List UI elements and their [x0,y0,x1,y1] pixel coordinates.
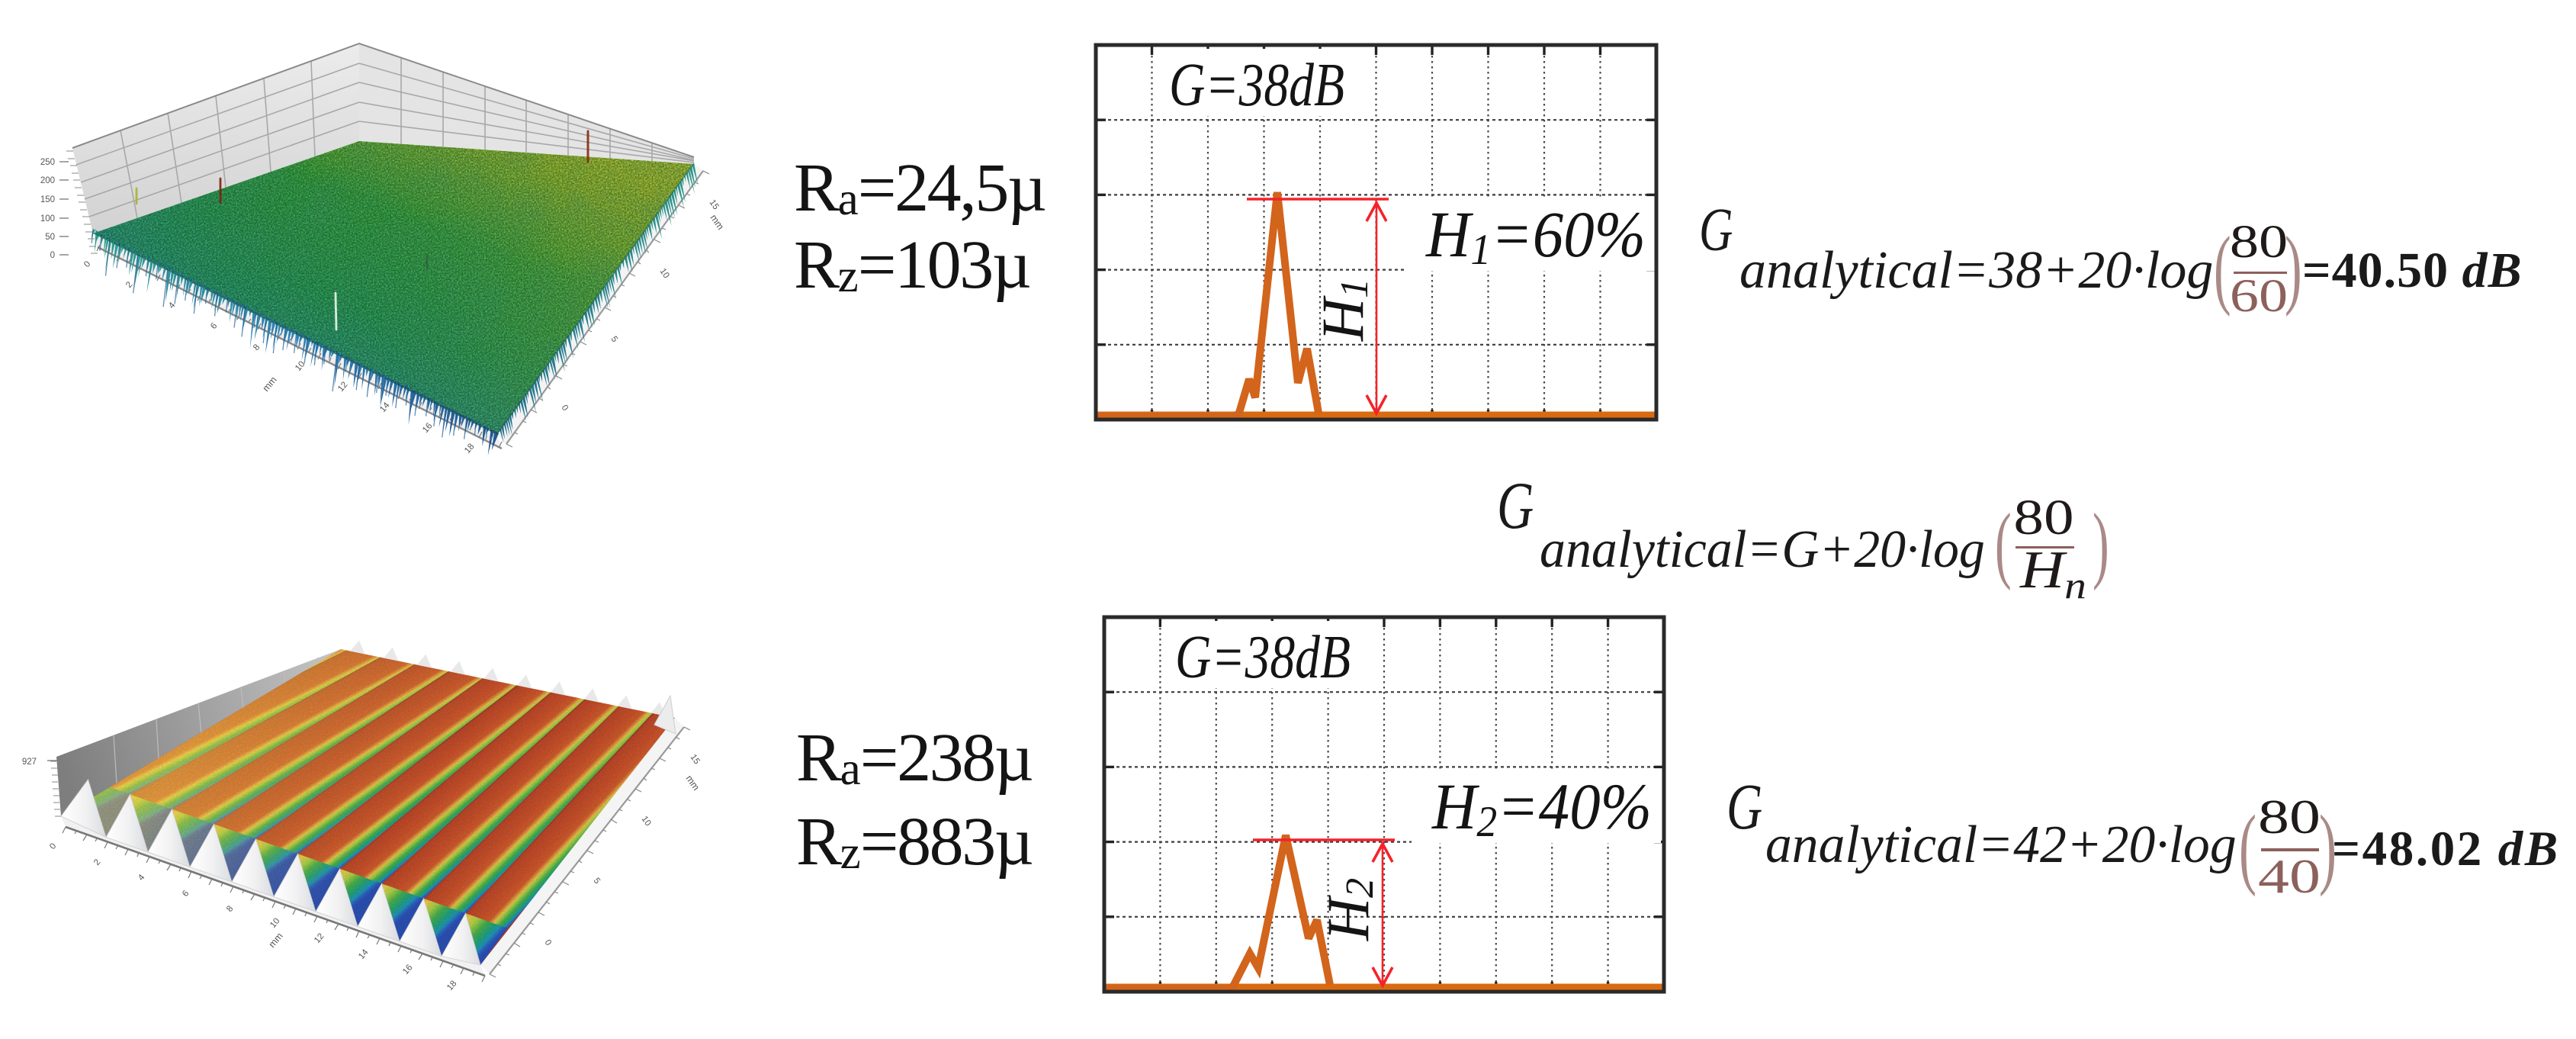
svg-text:10: 10 [658,267,671,280]
svg-text:8: 8 [252,343,262,352]
svg-text:4: 4 [167,301,178,310]
svg-text:2: 2 [92,857,102,867]
svg-text:18: 18 [463,442,476,455]
svg-text:H2=40%: H2=40% [1431,770,1652,846]
svg-text:18: 18 [445,979,458,992]
svg-text:mm: mm [708,213,726,232]
svg-text:14: 14 [357,947,371,961]
svg-text:G=38dB: G=38dB [1175,624,1351,691]
svg-text:5: 5 [592,877,602,886]
svg-text:0: 0 [560,404,570,413]
svg-text:0: 0 [543,938,554,947]
svg-text:H1=60%: H1=60% [1425,198,1646,274]
svg-text:8: 8 [225,904,235,914]
svg-text:4: 4 [137,873,147,883]
svg-text:100: 100 [40,214,55,224]
svg-text:0: 0 [50,251,55,260]
svg-text:mm: mm [267,931,285,950]
svg-text:50: 50 [45,233,55,242]
svg-text:15: 15 [689,753,702,766]
svg-text:15: 15 [708,198,721,211]
svg-text:2: 2 [124,280,134,290]
svg-text:6: 6 [209,321,219,331]
svg-text:250: 250 [40,158,55,167]
svg-text:5: 5 [609,335,620,344]
svg-text:6: 6 [181,889,191,899]
svg-text:G=38dB: G=38dB [1169,52,1344,119]
svg-text:0: 0 [48,841,58,851]
svg-text:200: 200 [40,176,55,185]
svg-text:mm: mm [684,774,702,793]
svg-text:12: 12 [313,931,326,945]
svg-text:16: 16 [421,421,434,435]
svg-text:mm: mm [261,375,279,394]
svg-text:0: 0 [82,259,92,269]
svg-text:12: 12 [336,380,349,394]
svg-text:927: 927 [22,758,37,767]
svg-text:16: 16 [401,963,414,976]
svg-text:10: 10 [268,916,281,930]
svg-text:10: 10 [640,815,653,828]
svg-text:150: 150 [40,195,55,204]
